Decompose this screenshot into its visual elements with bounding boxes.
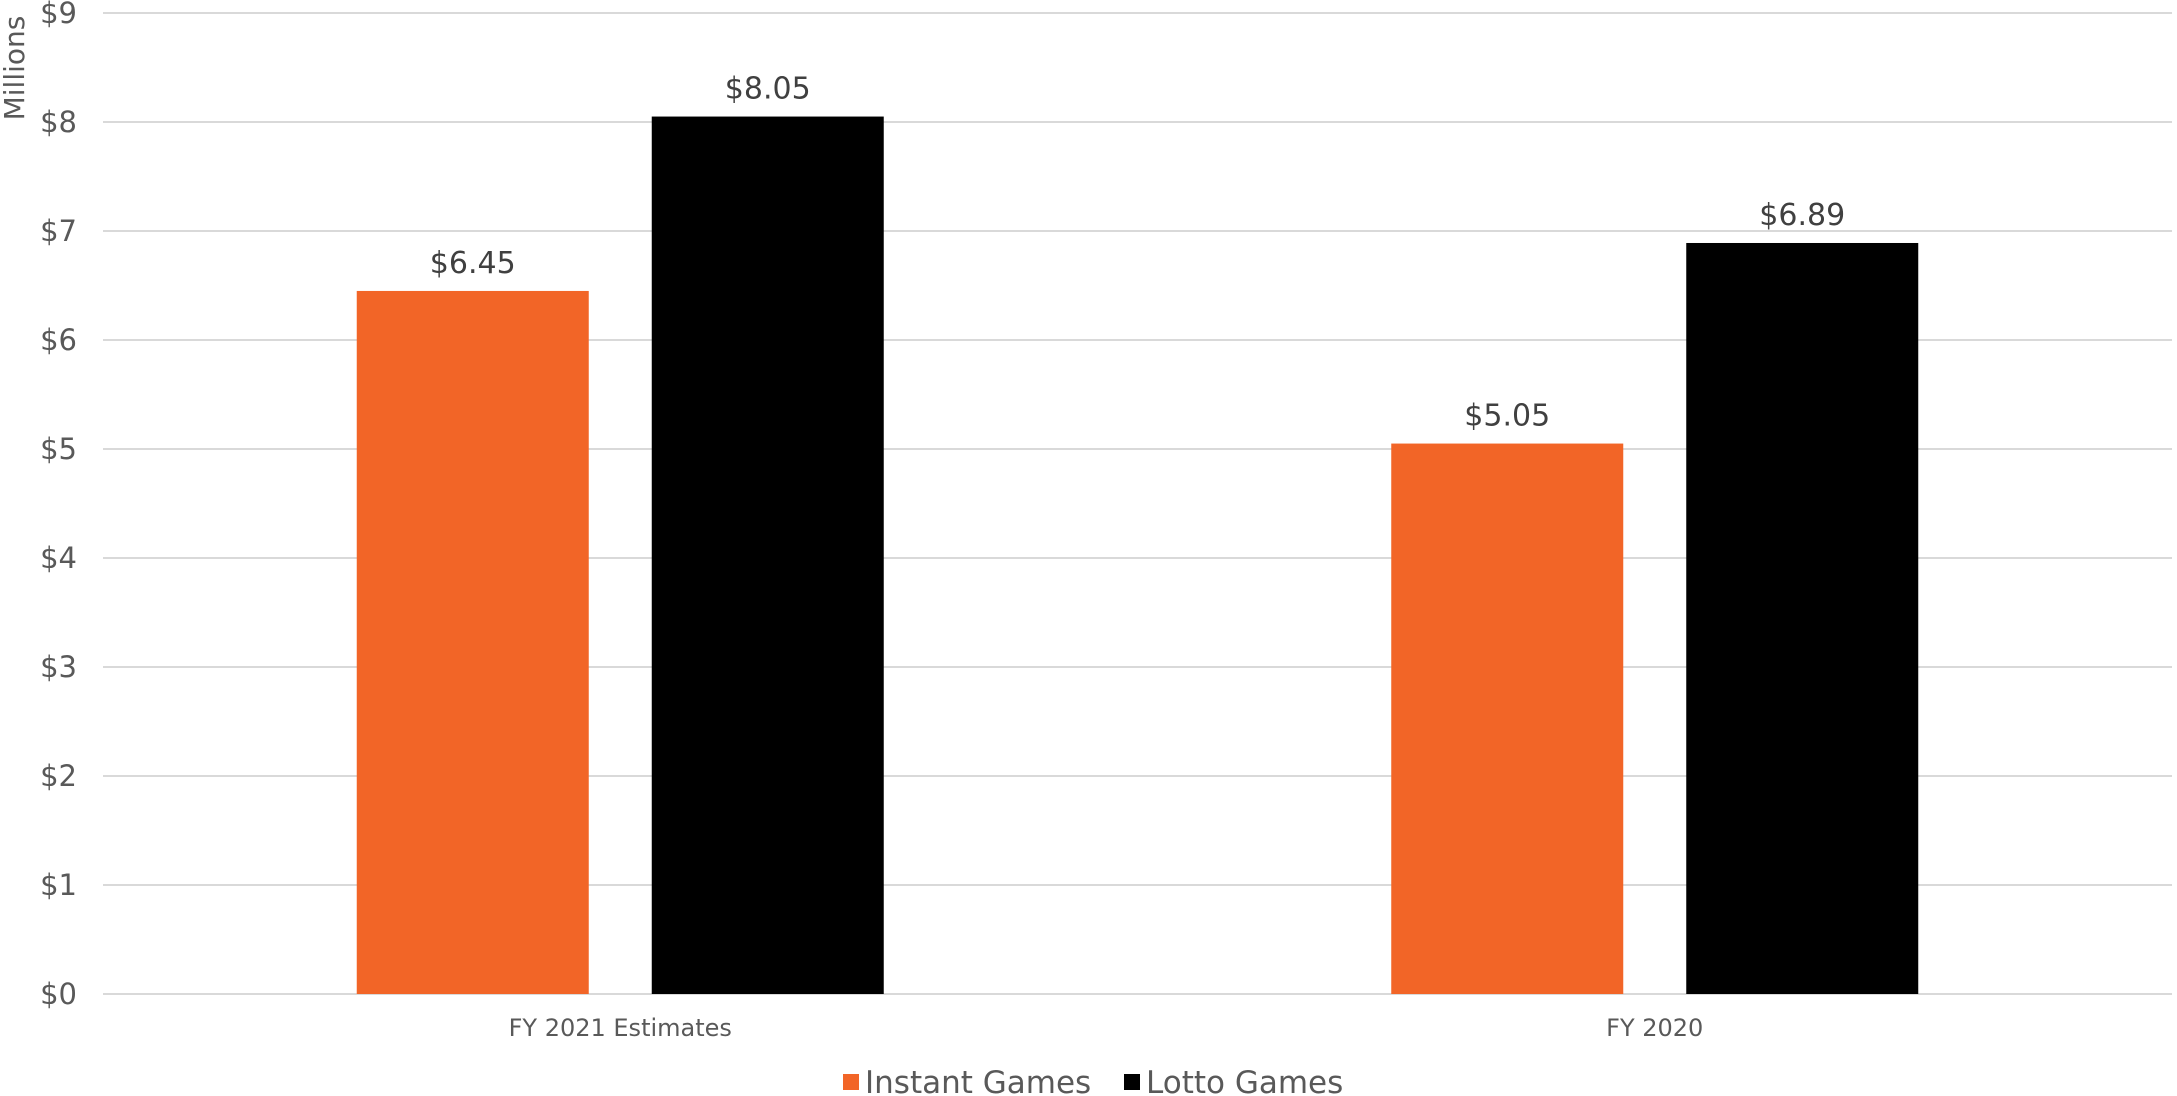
- y-axis-label: Millions: [0, 16, 31, 121]
- x-axis-ticks: FY 2021 Estimates FY 2020: [509, 1014, 1704, 1042]
- legend-label: Instant Games: [865, 1065, 1091, 1096]
- y-tick-label: $3: [40, 650, 77, 684]
- y-tick-label: $0: [40, 977, 77, 1011]
- x-tick-label: FY 2020: [1606, 1014, 1703, 1042]
- y-tick-label: $7: [40, 214, 77, 248]
- y-tick-label: $8: [40, 105, 77, 139]
- bar-lotto-games: [651, 116, 884, 995]
- data-label: $5.05: [1464, 399, 1550, 434]
- legend-label: Lotto Games: [1146, 1065, 1343, 1096]
- y-tick-label: $6: [40, 323, 77, 357]
- data-label: $8.05: [725, 72, 811, 107]
- data-label: $6.89: [1759, 198, 1845, 233]
- y-tick-label: $4: [40, 541, 77, 575]
- y-tick-label: $2: [40, 759, 77, 793]
- x-tick-label: FY 2021 Estimates: [509, 1014, 732, 1042]
- y-tick-label: $1: [40, 868, 77, 902]
- y-axis-ticks: $0 $1 $2 $3 $4 $5 $6 $7 $8 $9: [40, 0, 77, 1011]
- y-tick-label: $5: [40, 432, 77, 466]
- bars: [356, 116, 1919, 995]
- bar-instant-games: [1391, 443, 1624, 994]
- data-labels: $6.45 $8.05 $5.05 $6.89: [430, 72, 1845, 434]
- data-label: $6.45: [430, 246, 516, 281]
- legend-swatch: [1124, 1074, 1140, 1090]
- y-tick-label: $9: [40, 0, 77, 30]
- legend-swatch: [843, 1074, 859, 1090]
- legend: Instant Games Lotto Games: [843, 1065, 1343, 1096]
- bar-lotto-games: [1686, 242, 1919, 995]
- bar-instant-games: [356, 290, 589, 994]
